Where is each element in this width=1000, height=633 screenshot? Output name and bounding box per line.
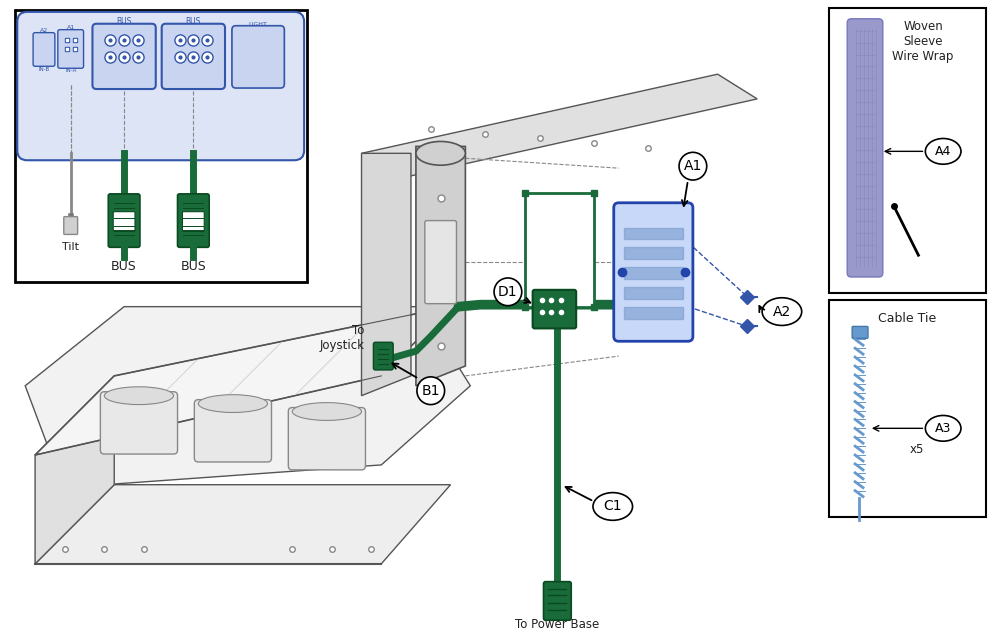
Text: BUS: BUS bbox=[111, 260, 137, 273]
Text: IN-A: IN-A bbox=[65, 68, 76, 73]
Text: LIGHT: LIGHT bbox=[248, 22, 267, 27]
Text: BUS: BUS bbox=[186, 16, 201, 26]
Polygon shape bbox=[362, 153, 411, 396]
Text: x5: x5 bbox=[909, 443, 924, 456]
Text: B1: B1 bbox=[422, 384, 440, 398]
Text: Cable Tie: Cable Tie bbox=[878, 311, 937, 325]
Text: Woven
Sleeve
Wire Wrap: Woven Sleeve Wire Wrap bbox=[892, 20, 954, 63]
FancyBboxPatch shape bbox=[614, 203, 693, 341]
Polygon shape bbox=[35, 376, 114, 564]
FancyBboxPatch shape bbox=[33, 33, 55, 66]
Polygon shape bbox=[35, 485, 451, 564]
Polygon shape bbox=[362, 74, 757, 178]
FancyBboxPatch shape bbox=[373, 342, 393, 370]
Ellipse shape bbox=[104, 387, 174, 404]
Polygon shape bbox=[624, 227, 683, 239]
FancyBboxPatch shape bbox=[162, 24, 225, 89]
FancyBboxPatch shape bbox=[113, 211, 135, 232]
Text: BUS: BUS bbox=[180, 260, 206, 273]
FancyBboxPatch shape bbox=[533, 290, 576, 329]
Text: Tilt: Tilt bbox=[62, 242, 79, 253]
Text: A1: A1 bbox=[684, 159, 702, 173]
FancyBboxPatch shape bbox=[92, 24, 156, 89]
FancyBboxPatch shape bbox=[232, 26, 284, 88]
Polygon shape bbox=[624, 287, 683, 299]
Polygon shape bbox=[624, 267, 683, 279]
Text: D1: D1 bbox=[498, 285, 518, 299]
Circle shape bbox=[679, 153, 707, 180]
Text: A2: A2 bbox=[773, 304, 791, 318]
Polygon shape bbox=[624, 248, 683, 259]
Polygon shape bbox=[624, 306, 683, 318]
Polygon shape bbox=[416, 146, 465, 385]
Ellipse shape bbox=[416, 141, 465, 165]
Text: BUS: BUS bbox=[116, 16, 132, 26]
Text: C1: C1 bbox=[603, 499, 622, 513]
Ellipse shape bbox=[925, 415, 961, 441]
FancyBboxPatch shape bbox=[182, 211, 204, 232]
FancyBboxPatch shape bbox=[100, 392, 178, 454]
Text: To
Joystick: To Joystick bbox=[319, 324, 364, 353]
Ellipse shape bbox=[593, 492, 633, 520]
Ellipse shape bbox=[292, 403, 362, 420]
Bar bbox=[829, 8, 986, 293]
Bar bbox=[829, 300, 986, 517]
FancyBboxPatch shape bbox=[544, 582, 571, 620]
FancyBboxPatch shape bbox=[194, 399, 271, 462]
FancyBboxPatch shape bbox=[852, 327, 868, 338]
Text: A4: A4 bbox=[935, 145, 951, 158]
Text: To Power Base: To Power Base bbox=[515, 618, 599, 631]
Text: A2: A2 bbox=[40, 28, 48, 33]
Circle shape bbox=[417, 377, 445, 404]
Polygon shape bbox=[35, 306, 451, 455]
Text: A3: A3 bbox=[935, 422, 951, 435]
Bar bbox=[525, 193, 594, 306]
Bar bbox=[15, 10, 307, 282]
Ellipse shape bbox=[762, 298, 802, 325]
FancyBboxPatch shape bbox=[425, 220, 456, 304]
FancyBboxPatch shape bbox=[288, 408, 365, 470]
Ellipse shape bbox=[198, 395, 268, 413]
Text: IN-B: IN-B bbox=[38, 67, 50, 72]
FancyBboxPatch shape bbox=[847, 19, 883, 277]
Ellipse shape bbox=[925, 139, 961, 164]
Circle shape bbox=[494, 278, 522, 306]
FancyBboxPatch shape bbox=[58, 30, 84, 68]
FancyBboxPatch shape bbox=[108, 194, 140, 248]
Text: A1: A1 bbox=[67, 25, 75, 30]
Polygon shape bbox=[25, 306, 470, 485]
FancyBboxPatch shape bbox=[64, 216, 78, 234]
FancyBboxPatch shape bbox=[178, 194, 209, 248]
FancyBboxPatch shape bbox=[17, 12, 304, 160]
